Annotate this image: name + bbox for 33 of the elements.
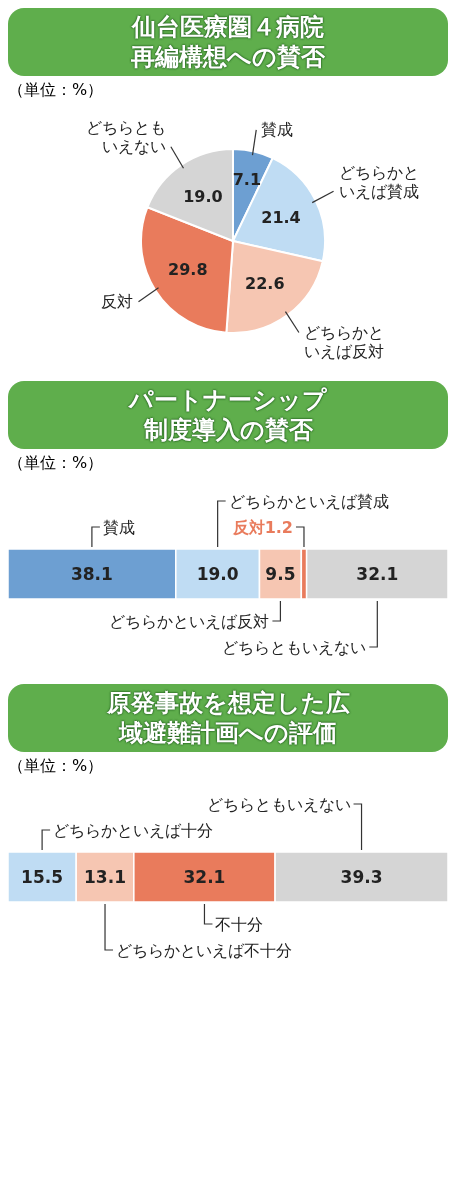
data-label: 13.1 [84, 867, 126, 887]
data-label: 32.1 [356, 564, 399, 584]
chart-title: 仙台医療圏４病院再編構想への賛否 [130, 12, 326, 72]
data-label: 19.0 [196, 564, 239, 584]
text: どちらかといえば不十分 [116, 940, 293, 960]
series-label: 不十分 [215, 914, 264, 934]
slice-label: どちらかといえば賛成 [338, 162, 419, 201]
chart-title: パートナーシップ制度導入の賛否 [128, 385, 328, 445]
data-label: 29.8 [168, 259, 208, 279]
data-label: 9.5 [265, 564, 296, 584]
data-label: 15.5 [21, 867, 64, 887]
text: どちらともいえない [206, 794, 351, 814]
slice-label: どちらともいえない [85, 118, 166, 157]
text: （単位：%） [8, 80, 105, 101]
data-label: 22.6 [245, 274, 285, 294]
slice-label: 賛成 [261, 120, 294, 140]
data-label: 21.4 [261, 208, 301, 228]
slice-label: 反対 [101, 292, 134, 312]
data-label: 32.1 [183, 867, 226, 887]
text: （単位：%） [8, 453, 105, 474]
series-label: どちらかといえば反対 [109, 611, 270, 631]
data-label: 19.0 [183, 187, 223, 207]
text: どちらかといえば賛成 [228, 491, 389, 511]
data-label: 39.3 [340, 867, 383, 887]
chart-title: 原発事故を想定した広域避難計画への評価 [105, 688, 351, 748]
data-label: 38.1 [70, 564, 113, 584]
slice-label: どちらかといえば反対 [303, 323, 384, 362]
series-label: どちらかといえば十分 [53, 820, 214, 840]
data-label: 1.2 [264, 517, 293, 537]
series-label: 賛成 [102, 517, 135, 537]
bar [305, 548, 448, 600]
text: （単位：%） [8, 756, 105, 777]
text: どちらともいえない [222, 637, 367, 657]
